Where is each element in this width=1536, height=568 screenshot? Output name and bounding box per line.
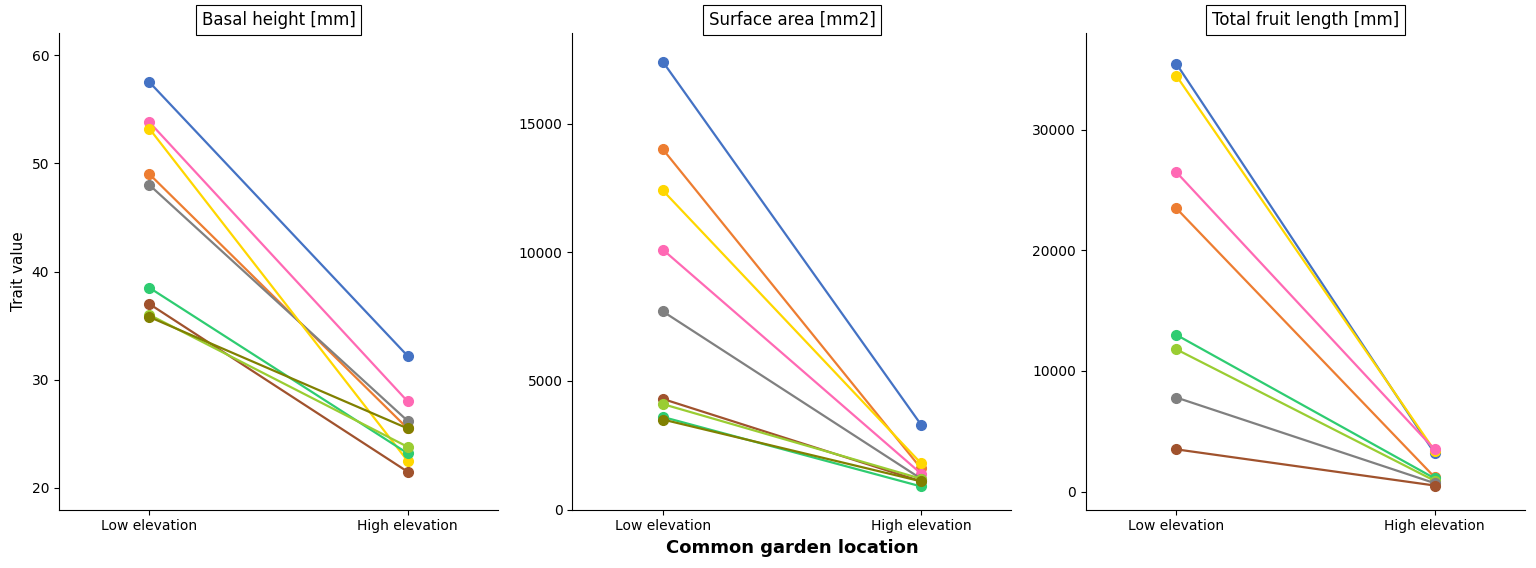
Title: Basal height [mm]: Basal height [mm] <box>201 11 355 29</box>
Title: Surface area [mm2]: Surface area [mm2] <box>708 11 876 29</box>
Title: Total fruit length [mm]: Total fruit length [mm] <box>1212 11 1399 29</box>
Y-axis label: Trait value: Trait value <box>11 232 26 311</box>
X-axis label: Common garden location: Common garden location <box>665 539 919 557</box>
